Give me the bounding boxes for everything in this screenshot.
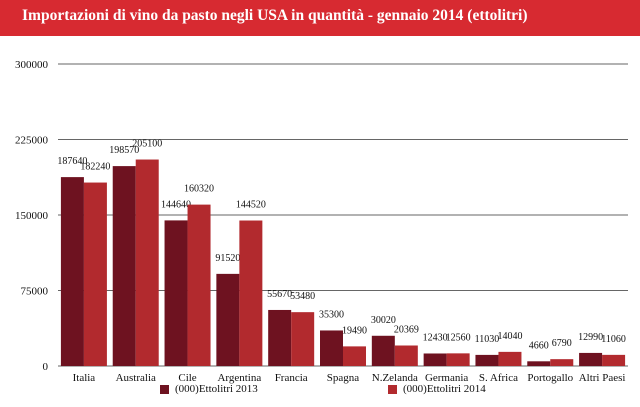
data-label: 144520: [236, 200, 266, 211]
data-label: 187640: [57, 156, 87, 167]
x-tick-label: Australia: [116, 372, 156, 384]
bar-2014: [187, 204, 211, 366]
x-tick-label: Spagna: [327, 372, 360, 384]
data-label: 12560: [446, 332, 471, 343]
y-tick-label: 225000: [15, 135, 49, 147]
data-label: 4660: [529, 340, 549, 351]
legend-item-2014: (000)Ettolitri 2014: [388, 383, 486, 395]
x-tick-label: Italia: [73, 372, 96, 384]
data-label: 205100: [132, 139, 162, 150]
bar-2013: [579, 352, 603, 366]
data-label: 19490: [342, 325, 367, 336]
y-tick-label: 300000: [15, 59, 49, 71]
x-tick-label: S. Africa: [479, 372, 518, 384]
bar-2013: [475, 354, 499, 366]
bar-2013: [268, 309, 292, 366]
bar-2014: [446, 353, 470, 366]
legend-swatch-2013: [160, 384, 169, 394]
y-tick-label: 75000: [21, 286, 49, 298]
bar-2013: [320, 330, 343, 366]
data-label: 53480: [290, 291, 315, 302]
bar-2014: [135, 159, 159, 366]
x-tick-label: Cile: [178, 372, 196, 384]
data-label: 11060: [601, 334, 626, 345]
data-label: 198570: [109, 145, 139, 156]
bar-2014: [550, 359, 574, 366]
chart-title: Importazioni di vino da pasto negli USA …: [22, 7, 528, 24]
data-label: 35300: [319, 309, 344, 320]
bar-2013: [216, 273, 240, 366]
bar-2014: [602, 354, 626, 366]
bar-2013: [112, 166, 136, 366]
bar-2014: [498, 351, 522, 366]
data-label: 20369: [394, 324, 419, 335]
data-label: 6790: [552, 338, 572, 349]
x-tick-label: Altri Paesi: [579, 372, 626, 384]
data-label: 14040: [497, 331, 522, 342]
data-label: 12430: [423, 332, 448, 343]
bar-2014: [83, 182, 107, 366]
bar-2013: [60, 177, 84, 366]
data-label: 11030: [475, 334, 500, 345]
x-tick-label: Germania: [425, 372, 468, 384]
data-label: 160320: [184, 184, 214, 195]
legend-swatch-2014: [388, 384, 397, 394]
x-tick-label: Portogallo: [527, 372, 573, 384]
x-tick-label: Francia: [275, 372, 308, 384]
bar-2014: [291, 312, 315, 366]
bar-2013: [164, 220, 188, 366]
bar-2013: [527, 361, 551, 366]
legend-label-2014: (000)Ettolitri 2014: [403, 383, 486, 395]
data-label: 55670: [267, 289, 292, 300]
data-label: 12990: [578, 332, 603, 343]
data-label: 144640: [161, 199, 191, 210]
legend-item-2013: (000)Ettolitri 2013: [160, 383, 258, 395]
y-tick-label: 0: [43, 361, 49, 373]
bar-2013: [371, 335, 395, 366]
data-label: 91520: [215, 253, 240, 264]
chart-title-bar: Importazioni di vino da pasto negli USA …: [0, 0, 640, 36]
data-label: 182240: [80, 162, 110, 173]
y-tick-label: 150000: [15, 210, 49, 222]
legend-label-2013: (000)Ettolitri 2013: [175, 383, 258, 395]
x-tick-label: Argentina: [217, 372, 261, 384]
bar-2014: [343, 346, 366, 366]
bar-2014: [394, 345, 418, 366]
bar-2013: [423, 353, 447, 366]
x-tick-label: N.Zelanda: [372, 372, 418, 384]
bar-2014: [239, 220, 263, 366]
data-label: 30020: [371, 315, 396, 326]
